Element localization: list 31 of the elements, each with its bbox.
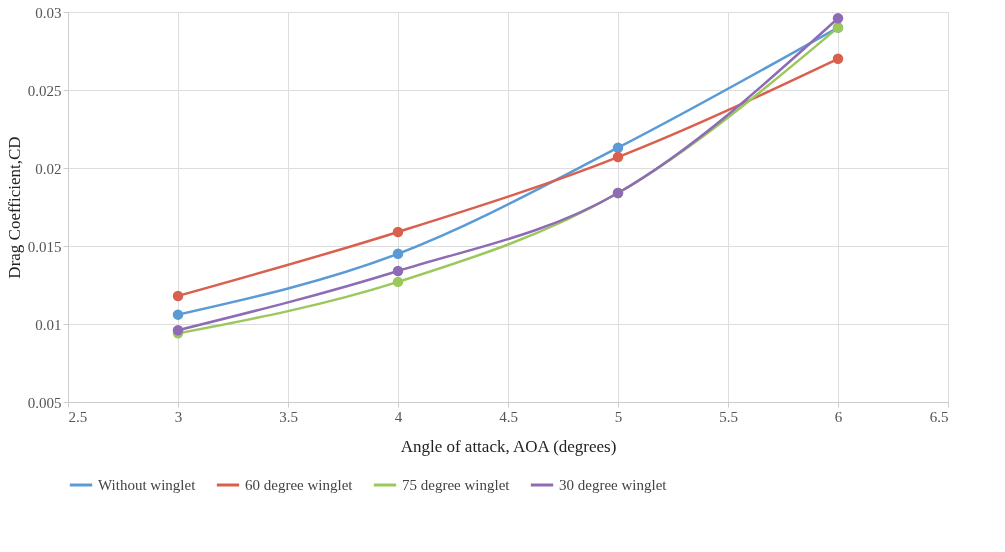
point [392,276,404,288]
y-tick-label: 0.025 [27,82,62,99]
legend-label: 60 degree winglet [245,477,354,493]
x-tick-label: 3 [174,408,183,425]
x-tick-label: 4 [394,408,403,425]
x-axis-title: Angle of attack, AOA (degrees) [400,436,617,456]
y-tick-label: 0.015 [27,238,62,255]
point [172,309,184,320]
y-tick-label: 0.01 [35,316,62,333]
point [392,248,404,260]
legend-label: 75 degree winglet [402,477,511,493]
point [172,290,184,302]
x-tick-label: 6 [834,408,843,425]
y-tick-label: 0.005 [27,394,62,411]
x-tick-label: 3.5 [279,408,298,425]
x-tick-label: 4.5 [499,408,518,425]
point [832,53,844,65]
x-tick-label: 6.5 [929,408,949,425]
legend-label: 30 degree winglet [559,477,668,493]
x-tick-label: 5 [614,408,623,425]
legend-label: Without winglet [98,477,197,493]
x-tick-label: 2.5 [68,408,88,425]
point [832,13,844,24]
point [612,142,624,153]
x-tick-label: 5.5 [719,408,738,425]
y-tick-label: 0.03 [35,4,62,21]
point [612,151,624,163]
y-tick-label: 0.02 [35,160,62,177]
point [392,226,404,238]
y-axis-title: Drag Coefficient,CD [4,136,24,279]
point [392,265,404,277]
